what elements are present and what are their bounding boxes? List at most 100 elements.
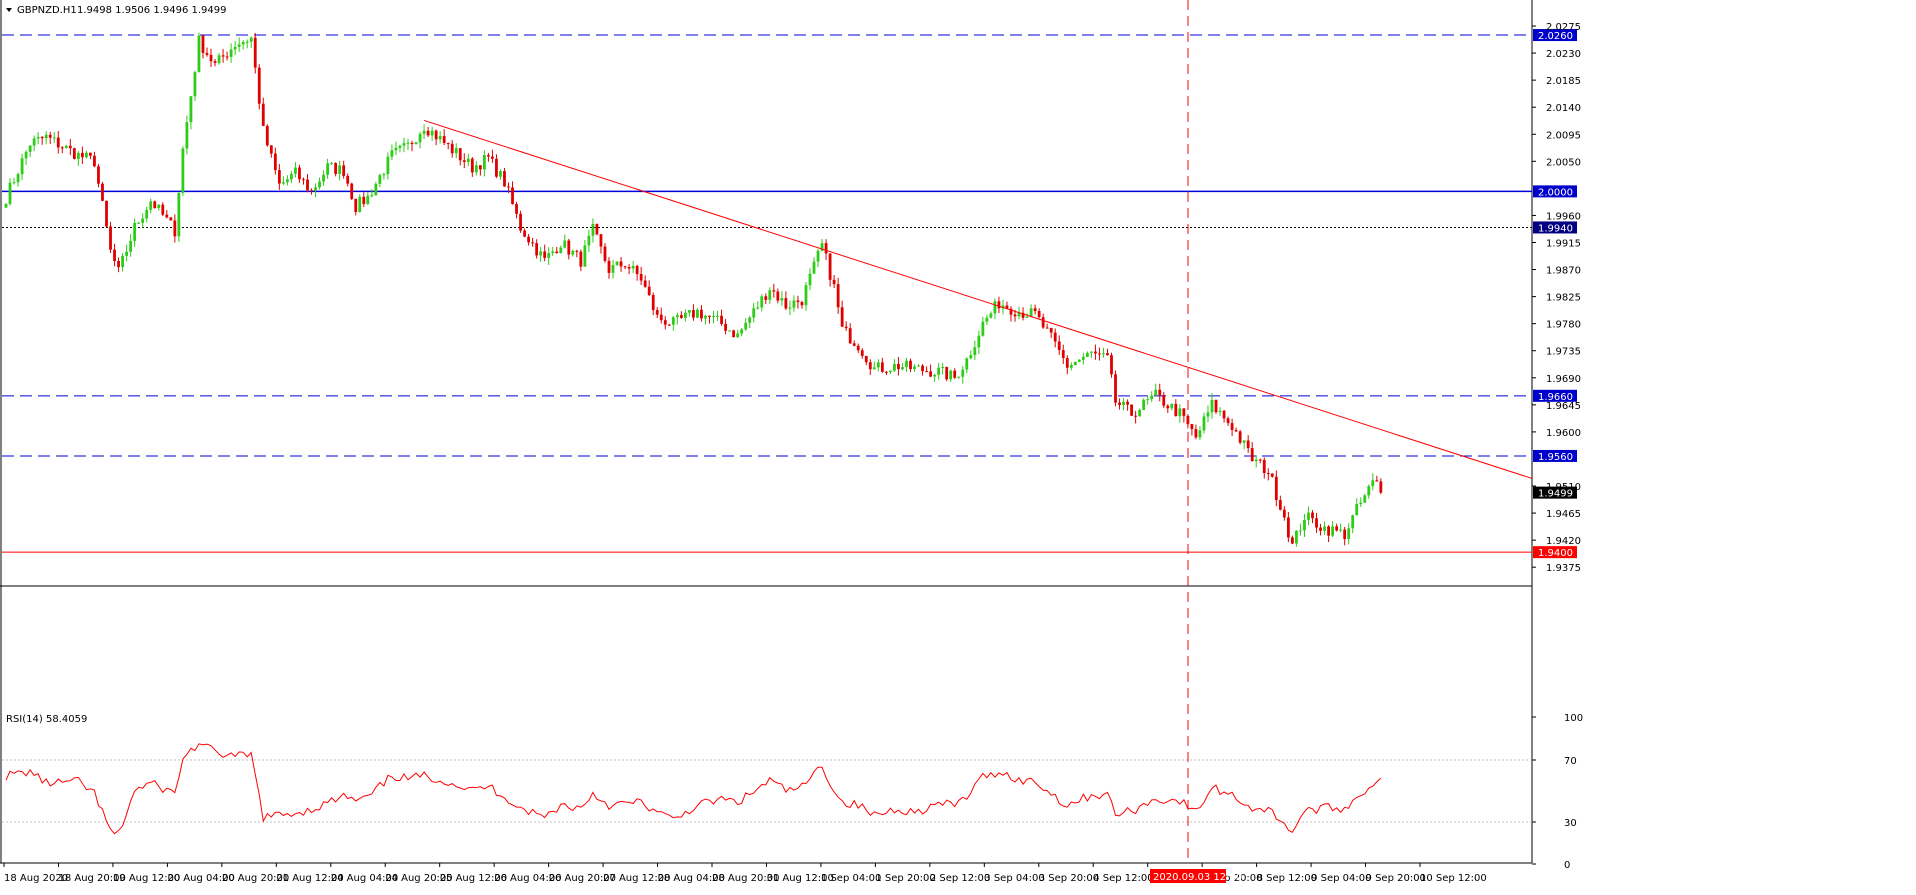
candle[interactable] [764, 296, 768, 300]
candle[interactable] [370, 195, 374, 197]
candle[interactable] [1158, 389, 1162, 396]
candle[interactable] [209, 54, 213, 62]
candle[interactable] [913, 366, 916, 370]
candle[interactable] [551, 251, 555, 254]
candle[interactable] [840, 307, 844, 327]
candle[interactable] [406, 142, 410, 144]
candle[interactable] [52, 137, 56, 139]
candle[interactable] [249, 37, 253, 42]
candle[interactable] [953, 370, 957, 378]
candle[interactable] [1250, 448, 1254, 462]
candle[interactable] [426, 130, 430, 136]
candle[interactable] [442, 136, 446, 143]
candle[interactable] [1266, 473, 1270, 475]
candle[interactable] [193, 72, 197, 97]
candle[interactable] [981, 321, 985, 336]
candle[interactable] [1222, 410, 1226, 419]
candle[interactable] [1021, 312, 1025, 318]
candle[interactable] [1311, 512, 1314, 519]
candle[interactable] [531, 242, 535, 244]
candle[interactable] [1347, 528, 1351, 540]
candle[interactable] [736, 333, 740, 338]
candle[interactable] [607, 260, 611, 273]
candle[interactable] [555, 251, 559, 254]
candle[interactable] [446, 142, 450, 144]
candle[interactable] [487, 155, 490, 157]
candle[interactable] [1061, 350, 1065, 359]
candle[interactable] [1150, 395, 1154, 400]
candle[interactable] [567, 240, 571, 255]
candle[interactable] [286, 179, 289, 183]
candle[interactable] [217, 55, 221, 63]
candle[interactable] [177, 192, 181, 237]
candle[interactable] [583, 245, 587, 267]
candle[interactable] [450, 143, 454, 154]
candle[interactable] [973, 347, 977, 356]
candle[interactable] [1335, 526, 1339, 531]
candle[interactable] [921, 365, 924, 372]
candle[interactable] [796, 300, 800, 303]
candle[interactable] [1025, 316, 1029, 318]
candle[interactable] [1190, 424, 1194, 430]
candle[interactable] [458, 148, 462, 161]
candle[interactable] [889, 370, 892, 373]
candle[interactable] [318, 181, 321, 188]
candle[interactable] [1053, 332, 1057, 342]
candle[interactable] [639, 274, 643, 281]
candle[interactable] [97, 166, 100, 184]
candle[interactable] [1327, 526, 1330, 536]
candle[interactable] [129, 240, 133, 252]
candle[interactable] [768, 290, 772, 300]
candle[interactable] [671, 317, 675, 325]
trendline[interactable] [423, 119, 1533, 479]
candle[interactable] [253, 37, 257, 68]
candle[interactable] [519, 213, 522, 231]
candle[interactable] [20, 158, 24, 175]
candle[interactable] [245, 41, 249, 43]
candle[interactable] [659, 314, 663, 321]
candle[interactable] [161, 204, 165, 215]
candle[interactable] [474, 165, 478, 173]
candle[interactable] [635, 265, 639, 275]
candle[interactable] [1319, 527, 1322, 531]
candle[interactable] [1098, 353, 1101, 355]
candle[interactable] [366, 195, 370, 205]
candle[interactable] [901, 367, 904, 370]
candle[interactable] [330, 163, 334, 165]
candle[interactable] [8, 182, 12, 205]
candle[interactable] [503, 171, 506, 187]
candle[interactable] [1202, 416, 1206, 431]
candle[interactable] [591, 223, 595, 236]
candle[interactable] [848, 328, 852, 344]
candle[interactable] [788, 307, 792, 309]
candle[interactable] [229, 49, 233, 57]
candle[interactable] [36, 136, 40, 139]
candle[interactable] [957, 376, 961, 378]
candle[interactable] [595, 223, 599, 235]
candle[interactable] [1242, 440, 1246, 443]
candle[interactable] [1355, 504, 1359, 516]
candle[interactable] [744, 322, 748, 330]
candle[interactable] [241, 42, 245, 45]
candle[interactable] [181, 148, 185, 193]
candle[interactable] [1367, 486, 1371, 496]
candle[interactable] [511, 187, 514, 205]
candle[interactable] [1238, 431, 1242, 443]
candle[interactable] [724, 323, 727, 331]
candle[interactable] [893, 363, 896, 371]
candle[interactable] [615, 261, 619, 266]
candle[interactable] [884, 371, 888, 373]
candle[interactable] [89, 152, 92, 156]
candle[interactable] [462, 160, 466, 162]
candle[interactable] [937, 367, 941, 375]
candle[interactable] [1178, 408, 1182, 417]
candle[interactable] [1371, 480, 1375, 487]
candle[interactable] [189, 96, 193, 123]
candle[interactable] [832, 279, 836, 285]
candle[interactable] [64, 145, 68, 148]
candle[interactable] [169, 217, 173, 221]
candle[interactable] [599, 234, 603, 247]
candle[interactable] [1057, 341, 1061, 351]
candle[interactable] [109, 226, 112, 250]
candle[interactable] [1286, 517, 1290, 538]
